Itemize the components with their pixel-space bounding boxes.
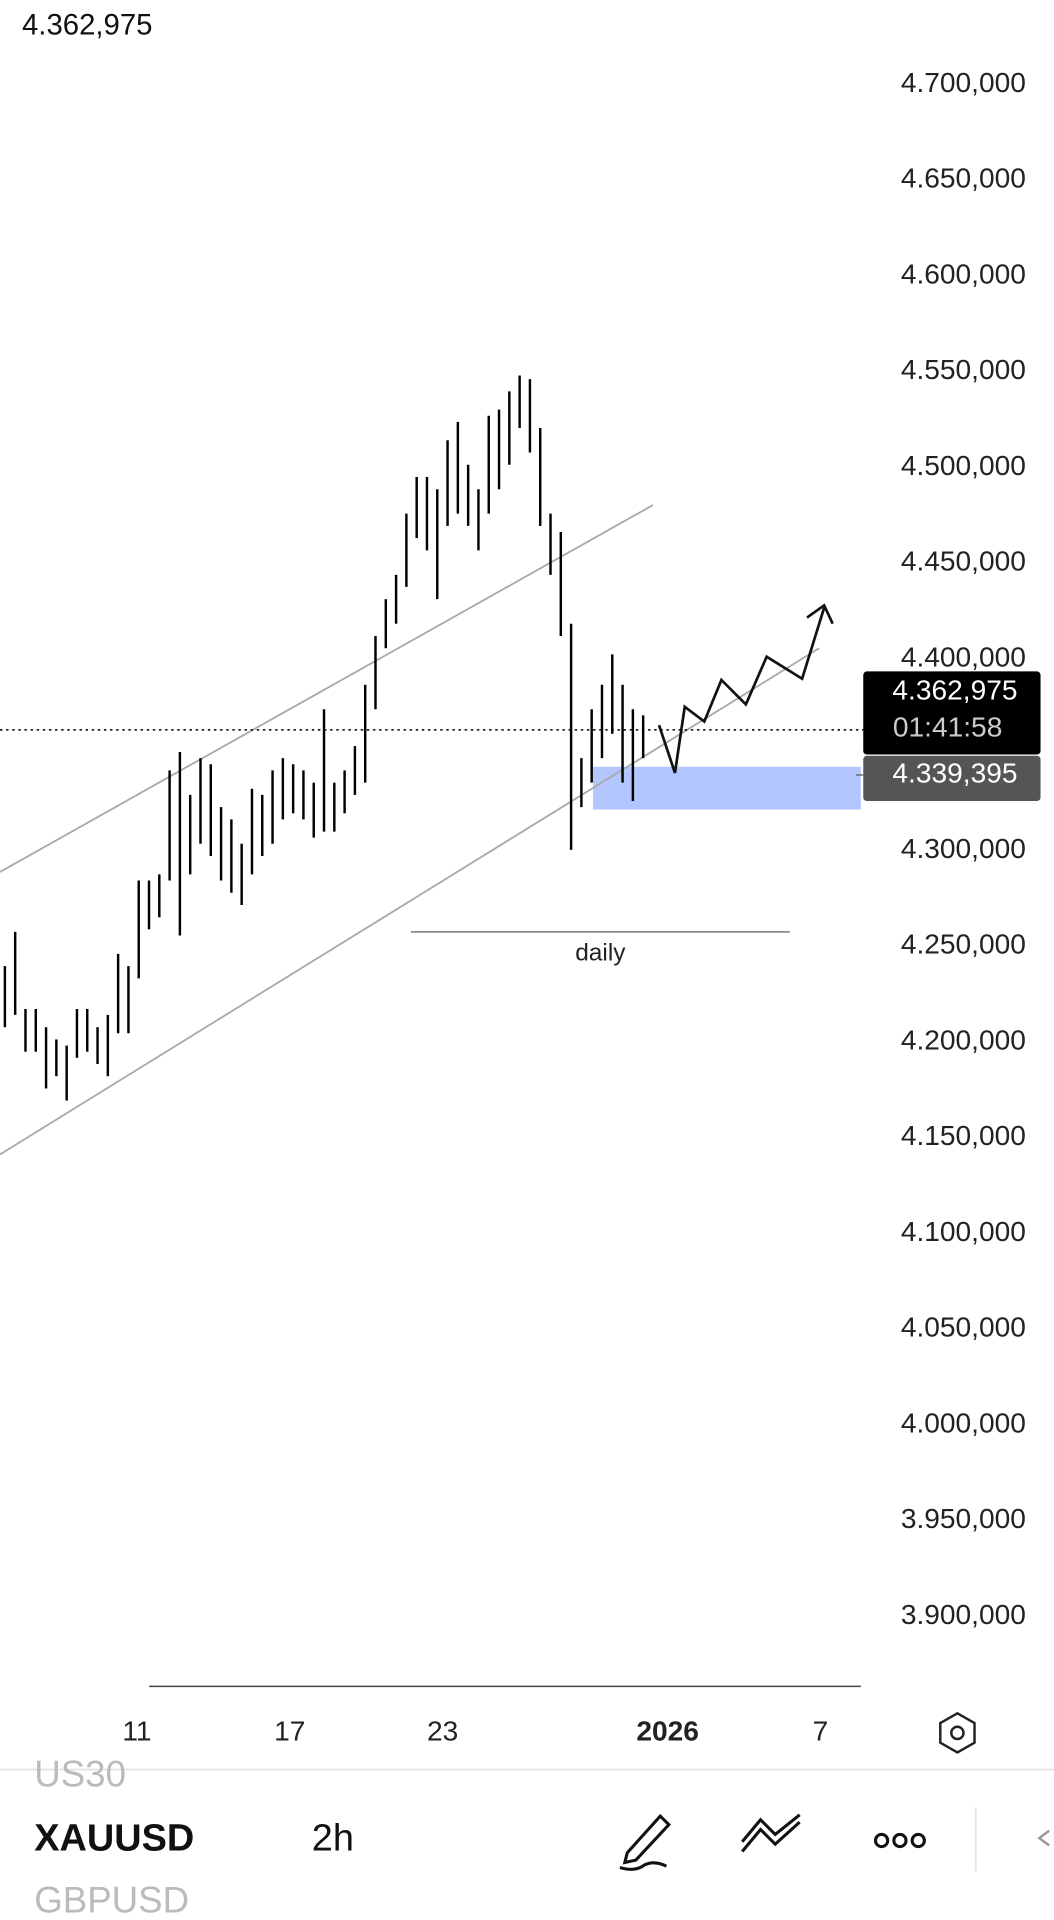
y-tick-label: 4.100,000 [901,1216,1026,1247]
projection-arrow [806,603,834,625]
bid-price: 4.339,395 [892,758,1017,789]
price-display: 4.362,975 [22,9,152,42]
last-price: 4.362,975 [892,675,1017,706]
y-tick-label: 4.550,000 [901,354,1026,385]
back-icon[interactable] [1037,1829,1050,1847]
x-tick-label: 23 [427,1715,458,1746]
channel-lower [0,647,820,1156]
last-price-badge [863,671,1041,755]
channel-upper [0,504,654,873]
y-tick-label: 4.000,000 [901,1407,1026,1438]
settings-icon-center [950,1725,965,1741]
x-tick-label: 2026 [636,1715,699,1746]
annotation: daily [575,939,626,966]
y-tick-label: 4.450,000 [901,546,1026,577]
countdown: 01:41:58 [893,711,1002,742]
symbol-prev[interactable]: US30 [34,1754,126,1795]
y-tick-label: 4.500,000 [901,450,1026,481]
y-tick-label: 4.400,000 [901,641,1026,672]
interval[interactable]: 2h [312,1818,354,1860]
y-tick-label: 4.150,000 [901,1120,1026,1151]
indicator-icon[interactable] [741,1813,801,1853]
y-tick-label: 3.900,000 [901,1599,1026,1630]
projection-path [657,607,826,774]
y-tick-label: 4.700,000 [901,67,1026,98]
x-tick-label: 11 [122,1715,151,1746]
more-icon[interactable] [873,1832,926,1849]
y-tick-label: 3.950,000 [901,1503,1026,1534]
y-tick-label: 4.300,000 [901,833,1026,864]
y-tick-label: 4.250,000 [901,929,1026,960]
y-tick-label: 4.650,000 [901,163,1026,194]
zone-box [593,766,861,810]
y-tick-label: 4.200,000 [901,1024,1026,1055]
bid-price-badge [863,755,1041,802]
x-tick-label: 17 [274,1715,305,1746]
symbol[interactable]: XAUUSD [34,1818,194,1860]
draw-icon[interactable] [619,1813,671,1871]
plot: 4.700,000 4.650,000 4.600,000 4.550,000 4.50… [0,67,1026,1746]
y-tick-label: 4.600,000 [901,258,1026,289]
y-tick-label: 4.050,000 [901,1312,1026,1343]
settings-icon[interactable] [939,1711,976,1754]
symbol-next[interactable]: GBPUSD [34,1880,189,1920]
x-tick-label: 7 [813,1715,829,1746]
